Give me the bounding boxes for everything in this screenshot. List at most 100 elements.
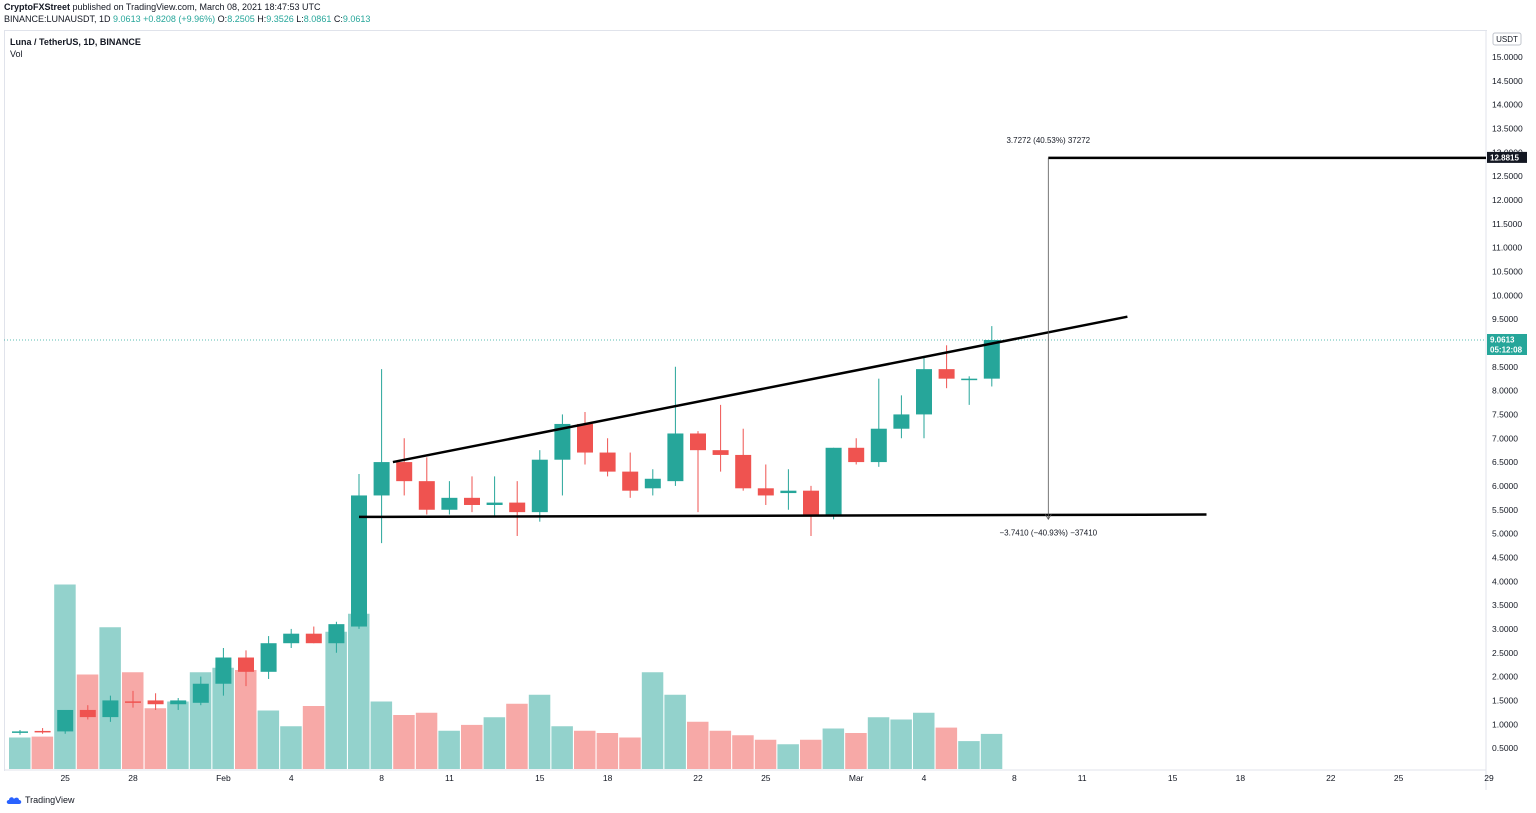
price-tick-label: 1.0000 [1492, 719, 1518, 729]
volume-bar [302, 706, 325, 769]
time-tick-label: 15 [535, 773, 545, 783]
candle-body [870, 428, 887, 463]
candle [192, 676, 209, 706]
candle [57, 709, 74, 734]
candle [486, 476, 503, 517]
last-price: 9.0613 [113, 14, 141, 24]
candle-body [644, 478, 661, 489]
candle-body [554, 423, 571, 460]
candle [373, 369, 390, 544]
volume-bar [867, 717, 890, 769]
candle-body [486, 502, 503, 505]
volume-bar [754, 739, 777, 769]
volume-bar [845, 733, 867, 769]
candle-body [12, 731, 28, 733]
candle-body [509, 502, 526, 513]
legend-symbol[interactable]: Luna / TetherUS, 1D, BINANCE [10, 37, 141, 47]
candle-body [441, 497, 458, 510]
candle-body [531, 459, 548, 513]
candle [983, 326, 1000, 387]
price-tick-label: 2.5000 [1492, 648, 1518, 658]
price-tick-label: 5.0000 [1492, 529, 1518, 539]
volume-bar [144, 708, 167, 769]
price-tick-label: 10.0000 [1492, 290, 1523, 300]
close-value: 9.0613 [342, 14, 371, 24]
volume-bar [393, 715, 415, 769]
volume-bar [980, 733, 1003, 769]
volume-bar [461, 724, 483, 769]
candle-body [464, 497, 480, 505]
price-tick-label: 14.0000 [1492, 100, 1523, 110]
time-tick-label: Feb [216, 773, 231, 783]
candle [283, 628, 300, 648]
candle [893, 395, 910, 439]
candle [757, 464, 774, 505]
time-tick-label: 22 [693, 773, 703, 783]
volume-series [9, 584, 1003, 769]
price-tick-label: 6.5000 [1492, 457, 1518, 467]
time-tick-label: 18 [603, 773, 613, 783]
time-tick-label: 25 [60, 773, 70, 783]
candle-body [283, 633, 300, 644]
time-tick-label: 18 [1236, 773, 1246, 783]
price-tick-label: 7.0000 [1492, 433, 1518, 443]
candle-body [373, 462, 390, 496]
volume-bar [506, 703, 528, 769]
high-value: 9.3526 [266, 14, 294, 24]
price-tick-label: 13.5000 [1492, 123, 1523, 133]
price-tick-label: 5.5000 [1492, 505, 1518, 515]
candle [418, 457, 435, 515]
price-tick-label: 12.0000 [1492, 195, 1523, 205]
candle [667, 366, 684, 486]
publisher-name[interactable]: CryptoFXStreet [4, 2, 71, 12]
candle [351, 474, 367, 629]
price-tick-label: 4.5000 [1492, 552, 1518, 562]
candle-body [577, 423, 593, 453]
volume-bar [212, 667, 234, 769]
volume-bar [370, 701, 393, 769]
ohlc-readout: BINANCE:LUNAUSDT, 1D 9.0613 +0.8208 (+9.… [4, 14, 370, 25]
candle [644, 469, 661, 496]
candle [712, 404, 729, 472]
time-tick-label: 4 [289, 773, 294, 783]
volume-bar [935, 727, 958, 769]
chart-frame[interactable] [4, 30, 1487, 771]
legend-vol[interactable]: Vol [10, 49, 23, 59]
price-tick-label: 15.0000 [1492, 52, 1523, 62]
candle [509, 481, 526, 536]
tradingview-cloud-icon [6, 797, 22, 804]
tradingview-logo[interactable]: TradingView [6, 795, 75, 805]
candle-body [893, 414, 910, 429]
time-tick-label: 4 [922, 773, 927, 783]
candle [328, 621, 345, 653]
candle [260, 636, 277, 679]
candle [735, 428, 752, 491]
candle [599, 438, 616, 477]
candle [34, 728, 51, 734]
time-tick-label: 15 [1168, 773, 1178, 783]
volume-bar [958, 741, 980, 769]
candle-body [147, 700, 164, 705]
lower-trendline [358, 513, 1207, 519]
candle [803, 485, 819, 536]
volume-bar [777, 744, 799, 769]
candle-body [667, 433, 684, 482]
volume-bar [619, 737, 641, 769]
volume-bar [913, 712, 935, 769]
volume-bar [9, 737, 31, 769]
candle-body [305, 633, 322, 644]
volume-bar [325, 631, 347, 769]
time-tick-label: 11 [445, 773, 454, 783]
candle [12, 729, 28, 735]
candle-body [34, 730, 51, 733]
candle-body [396, 462, 413, 482]
candle-body [938, 369, 955, 379]
price-tick-label: 12.5000 [1492, 171, 1523, 181]
price-tick-label: 3.5000 [1492, 600, 1518, 610]
open-label: O: [217, 14, 228, 24]
volume-bar [709, 730, 732, 769]
candle-body [825, 447, 842, 515]
low-value: 8.0861 [303, 14, 332, 24]
volume-bar [257, 710, 280, 769]
